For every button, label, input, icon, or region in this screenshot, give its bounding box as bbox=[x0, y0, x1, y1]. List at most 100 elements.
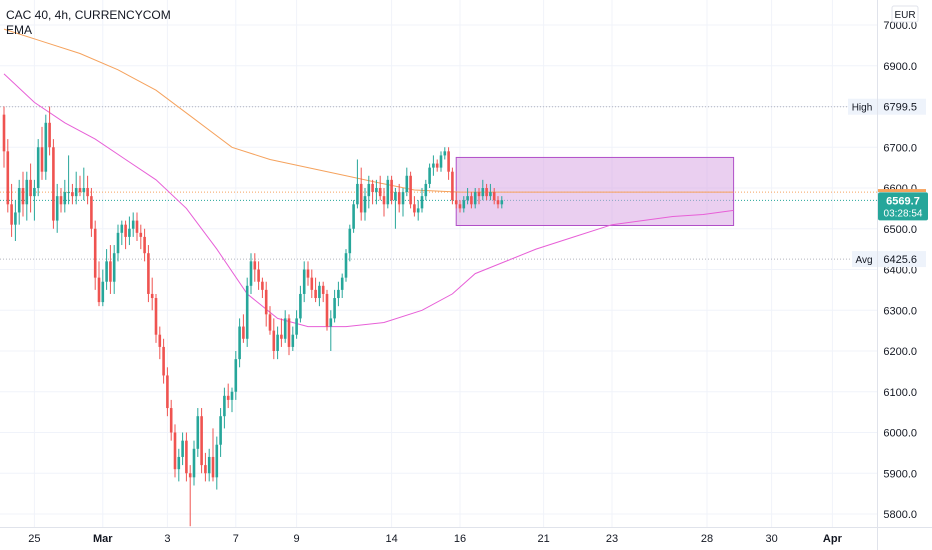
candle bbox=[147, 245, 150, 303]
candle-body bbox=[90, 196, 93, 229]
candle bbox=[363, 188, 367, 221]
candle bbox=[283, 310, 287, 343]
candle bbox=[367, 175, 371, 209]
candle-body bbox=[166, 375, 169, 409]
candle-body bbox=[432, 163, 435, 168]
candle-body bbox=[500, 200, 504, 205]
candle-body bbox=[401, 192, 405, 205]
y-tick-label: 6100.0 bbox=[883, 387, 917, 399]
candle bbox=[59, 188, 63, 213]
candle bbox=[36, 139, 40, 197]
candle bbox=[287, 314, 291, 356]
candle-body bbox=[25, 179, 29, 205]
candle bbox=[409, 171, 412, 209]
candle bbox=[249, 253, 253, 294]
candle-body bbox=[40, 147, 44, 172]
x-tick-label: 14 bbox=[385, 533, 397, 545]
candle bbox=[82, 167, 86, 201]
x-tick-label: 30 bbox=[765, 533, 777, 545]
grid bbox=[0, 0, 877, 527]
candle bbox=[420, 188, 424, 213]
candle bbox=[344, 249, 348, 282]
candle bbox=[131, 212, 135, 237]
candle-body bbox=[21, 188, 25, 205]
indicator-label: EMA bbox=[6, 23, 33, 37]
candle bbox=[462, 196, 466, 213]
candle-body bbox=[306, 269, 310, 278]
ema-slow-line bbox=[3, 28, 734, 193]
candle-body bbox=[413, 204, 416, 213]
ema-level-marker bbox=[878, 189, 926, 193]
candle bbox=[215, 436, 219, 490]
candle-body bbox=[329, 318, 333, 327]
candle-body bbox=[261, 281, 264, 290]
candle-body bbox=[185, 440, 188, 474]
candle bbox=[424, 179, 428, 201]
candle-body bbox=[82, 188, 86, 193]
candle-body bbox=[283, 318, 287, 339]
candle-body bbox=[344, 253, 348, 278]
candle bbox=[63, 179, 67, 213]
candle bbox=[192, 440, 196, 486]
candle-body bbox=[97, 277, 101, 303]
candle-body bbox=[348, 228, 352, 254]
candle bbox=[359, 167, 363, 221]
candle bbox=[55, 183, 59, 233]
candle bbox=[481, 179, 485, 201]
candle bbox=[188, 465, 192, 527]
candle bbox=[325, 289, 329, 331]
y-tick-label: 5900.0 bbox=[883, 468, 917, 480]
candle bbox=[470, 192, 473, 209]
candle-body bbox=[299, 293, 302, 319]
price-axis-bg bbox=[877, 0, 932, 550]
candle bbox=[78, 175, 82, 197]
candle bbox=[2, 106, 6, 168]
candle bbox=[299, 285, 302, 323]
candle-body bbox=[169, 408, 173, 433]
candle-body bbox=[200, 416, 203, 466]
candle-body bbox=[14, 212, 17, 225]
candle bbox=[223, 387, 226, 429]
candle bbox=[454, 192, 458, 209]
candle-body bbox=[249, 261, 253, 286]
candle bbox=[291, 326, 295, 351]
candle-body bbox=[409, 175, 412, 205]
candle-body bbox=[352, 204, 355, 229]
candle-body bbox=[397, 192, 401, 205]
candle bbox=[181, 432, 184, 466]
candle-body bbox=[272, 330, 276, 351]
y-tick-label: 5800.0 bbox=[883, 509, 917, 521]
candle-body bbox=[386, 179, 390, 205]
x-tick-label: Apr bbox=[823, 533, 843, 545]
range-box bbox=[455, 156, 735, 226]
candle-body bbox=[112, 253, 116, 282]
candle-body bbox=[6, 151, 10, 205]
candle bbox=[112, 245, 116, 294]
candle bbox=[439, 151, 443, 172]
candle bbox=[135, 212, 139, 241]
candle-body bbox=[109, 261, 112, 282]
candle-body bbox=[173, 432, 177, 470]
candle bbox=[435, 159, 439, 172]
x-tick-label: 16 bbox=[454, 533, 466, 545]
candle-body bbox=[234, 359, 238, 392]
candle-body bbox=[71, 192, 74, 197]
candle bbox=[295, 310, 298, 339]
candle bbox=[496, 196, 500, 209]
candle bbox=[314, 277, 317, 303]
candle-body bbox=[101, 281, 105, 303]
candle-body bbox=[135, 220, 139, 233]
candle-body bbox=[211, 456, 215, 478]
candle bbox=[253, 253, 257, 282]
candle bbox=[40, 126, 44, 180]
candle-body bbox=[131, 220, 135, 229]
candle bbox=[447, 147, 450, 180]
candles bbox=[2, 106, 504, 527]
candle-body bbox=[105, 261, 108, 282]
candle bbox=[321, 281, 325, 303]
candle bbox=[500, 196, 504, 209]
candle-body bbox=[10, 204, 13, 225]
candle-body bbox=[63, 192, 67, 205]
